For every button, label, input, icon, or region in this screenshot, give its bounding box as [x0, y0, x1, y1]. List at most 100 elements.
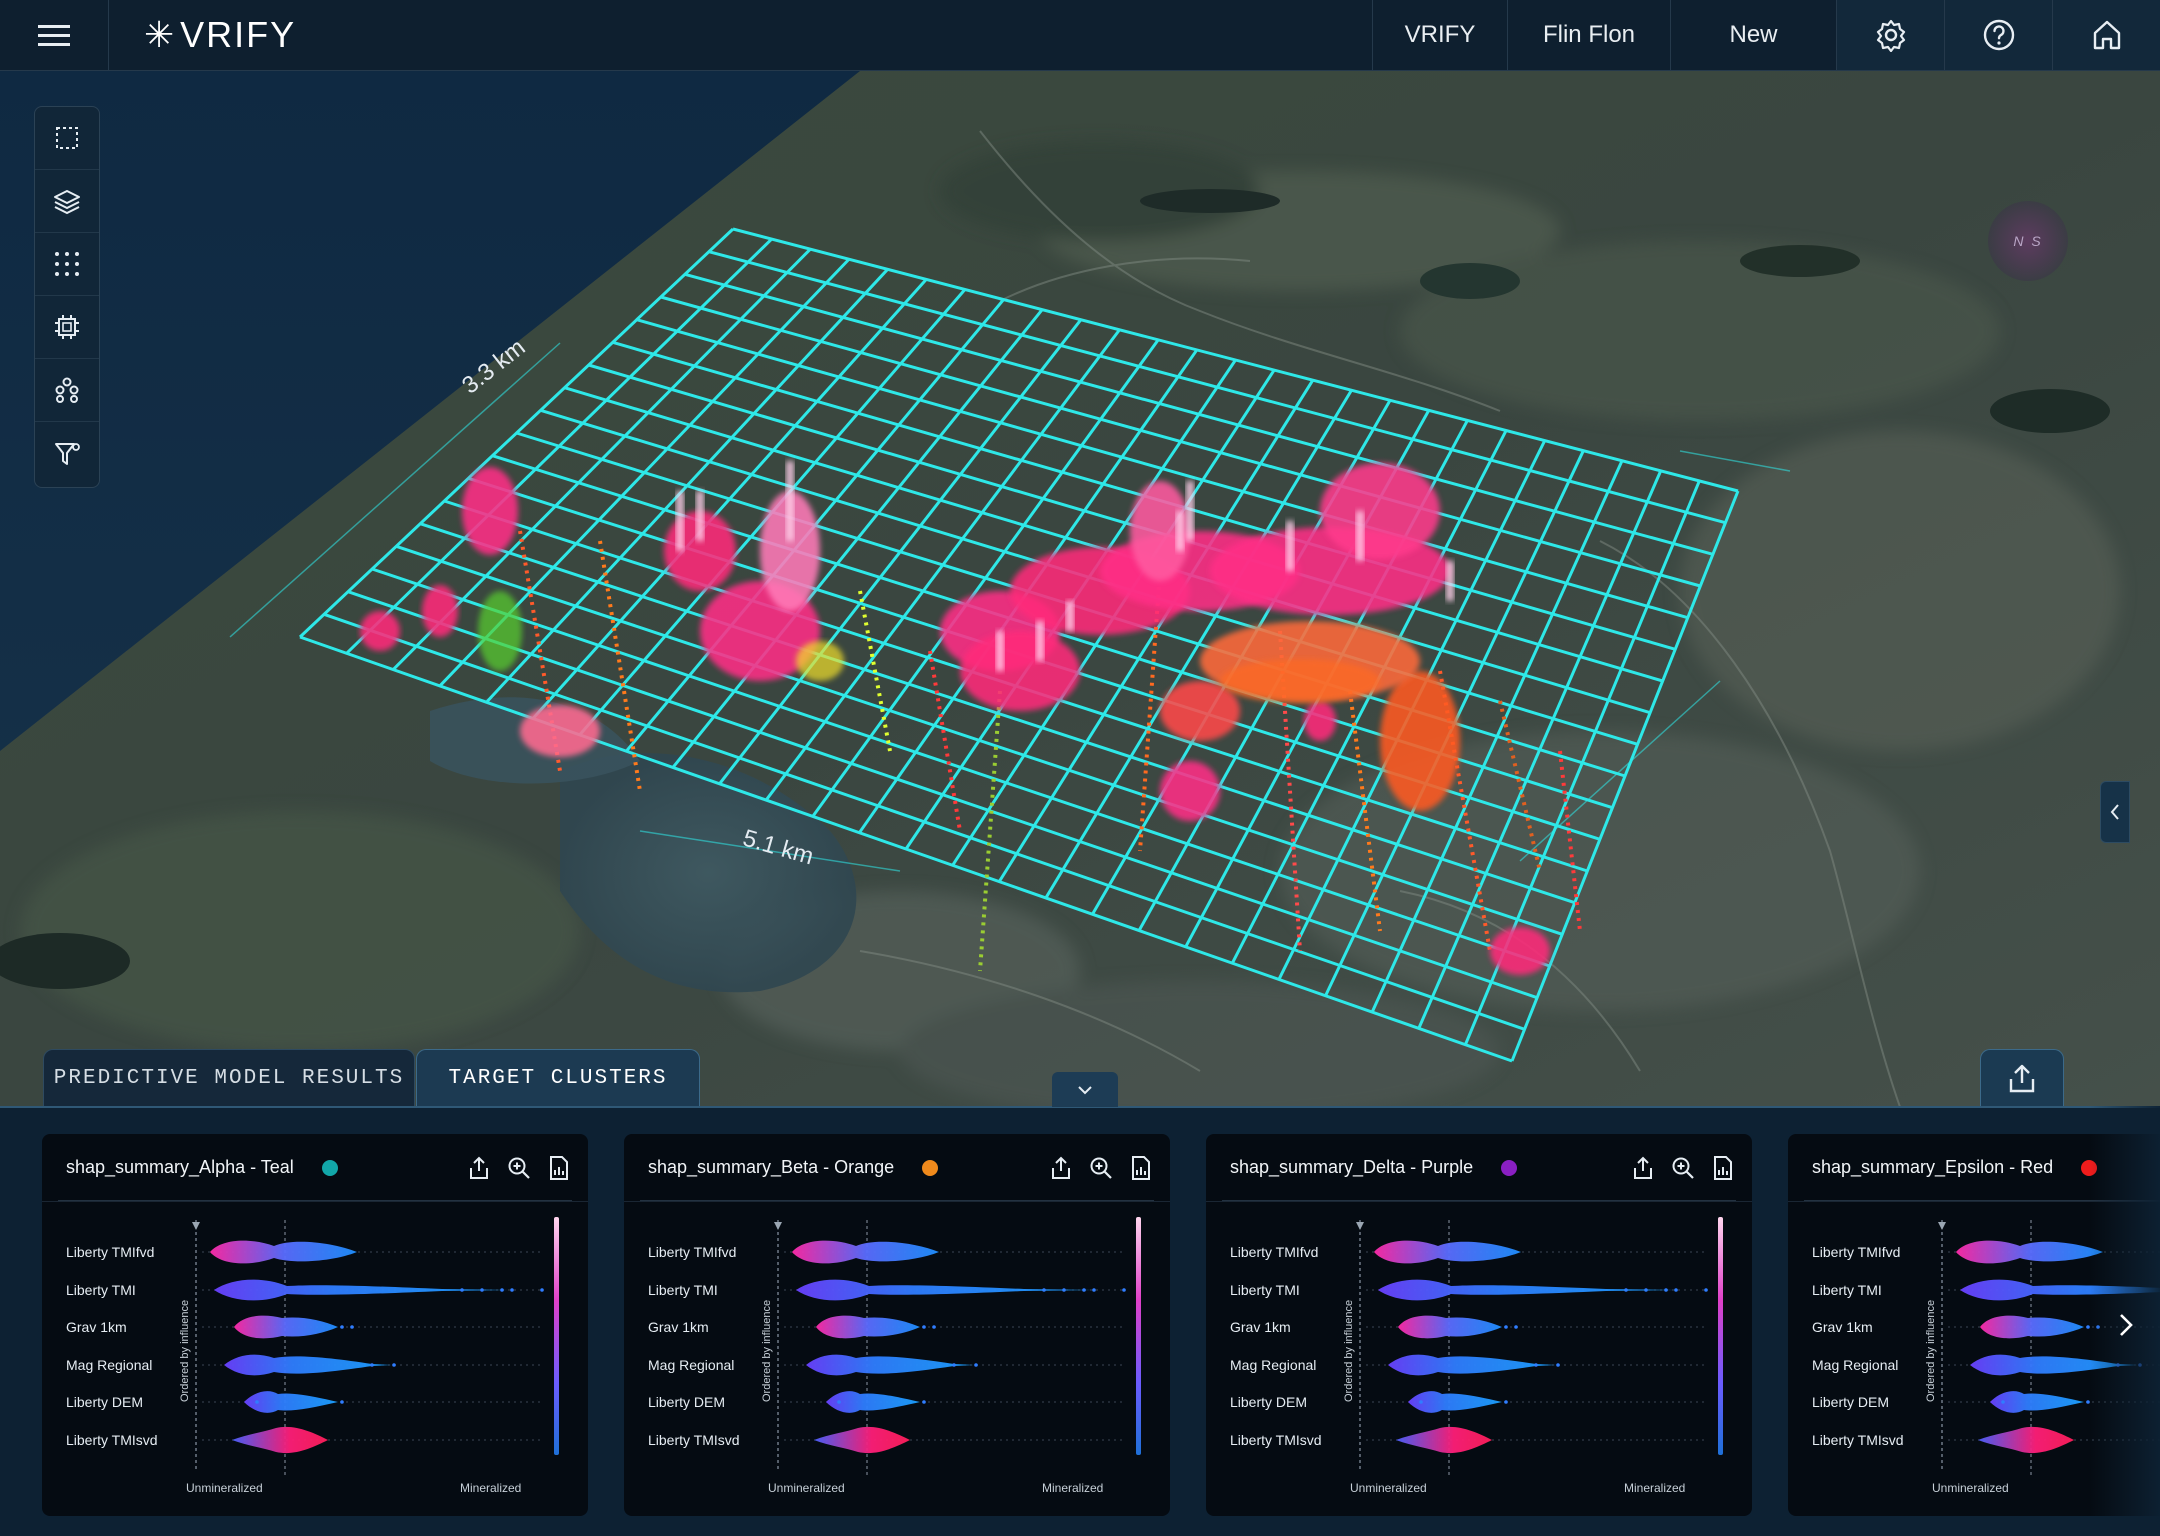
card-title: shap_summary_Beta - Orange [648, 1157, 895, 1177]
violin-shape [1396, 1426, 1492, 1454]
violin-shape [1980, 1315, 2084, 1339]
target-spike [1286, 521, 1294, 571]
filter-tool-button[interactable] [35, 422, 99, 485]
target-spike [1036, 621, 1044, 661]
side-panel-toggle[interactable] [2100, 781, 2130, 843]
feature-value-colorbar [1136, 1217, 1141, 1455]
export-button[interactable] [1630, 1154, 1656, 1182]
report-button[interactable] [546, 1154, 572, 1182]
x-axis-right-label: Mineralized [1624, 1481, 1685, 1495]
shap-summary-card: shap_summary_Beta - Orange Liberty TMIfvd… [624, 1134, 1170, 1516]
nav-link-new[interactable]: New [1670, 0, 1836, 70]
help-button[interactable] [1944, 0, 2052, 70]
zoom-button[interactable] [1088, 1154, 1114, 1182]
shap-violin-plot: Liberty TMIfvd Liberty TMI Grav 1km Mag Reg… [66, 1217, 559, 1495]
zoom-button[interactable] [506, 1154, 532, 1182]
y-axis-arrow [1938, 1222, 1946, 1230]
panel-next-button[interactable] [2112, 1305, 2140, 1345]
x-axis-left-label: Unmineralized [1932, 1481, 2009, 1495]
chevron-down-icon [1078, 1085, 1092, 1094]
tab-predictive-model-results[interactable]: PREDICTIVE MODEL RESULTS [43, 1049, 415, 1107]
select-tool-button[interactable] [35, 107, 99, 170]
violin-shape [1398, 1315, 1502, 1339]
card-title: shap_summary_Delta - Purple [1230, 1157, 1474, 1177]
y-axis-arrow [192, 1222, 200, 1230]
grid-line [708, 250, 1726, 525]
export-button[interactable] [466, 1154, 492, 1182]
map-3d-view[interactable]: 3.3 km 5.1 km N S [0, 71, 2160, 1107]
compass-label: N S [2013, 233, 2043, 249]
x-axis-left-label: Unmineralized [768, 1481, 845, 1495]
target-hotspot [360, 611, 400, 651]
tab-target-clusters[interactable]: TARGET CLUSTERS [416, 1049, 700, 1107]
chevron-left-icon [2110, 804, 2119, 820]
model-tool-button[interactable] [35, 296, 99, 359]
target-hotspot [960, 631, 1080, 711]
report-button[interactable] [1128, 1154, 1154, 1182]
violin-shape [1956, 1240, 2103, 1264]
card-actions [1048, 1154, 1154, 1182]
points-tool-button[interactable] [35, 233, 99, 296]
grid-line [660, 295, 1701, 588]
y-axis-label: Ordered by influence [1925, 1300, 1937, 1402]
x-axis-right-label: Mineralized [460, 1481, 521, 1495]
card-actions [1630, 1154, 1736, 1182]
grid-line [323, 612, 1526, 1031]
export-panel-button[interactable] [1980, 1049, 2064, 1107]
feature-label: Liberty TMI [1230, 1282, 1300, 1298]
layers-tool-button[interactable] [35, 170, 99, 233]
panel-collapse-button[interactable] [1052, 1072, 1118, 1107]
terrain-scene[interactable] [0, 71, 2160, 1107]
violin-shape [1374, 1240, 1521, 1264]
shap-point [974, 1363, 978, 1367]
y-axis-arrow [774, 1222, 782, 1230]
logo-text: VRIFY [180, 14, 297, 55]
feature-label: Liberty TMIfvd [66, 1244, 154, 1260]
shap-point [1082, 1288, 1086, 1292]
card-header: shap_summary_Beta - Orange [624, 1134, 1170, 1202]
violin-shape [1990, 1391, 2084, 1413]
feature-label: Liberty DEM [1812, 1394, 1889, 1410]
help-icon [1983, 19, 2014, 51]
card-header: shap_summary_Delta - Purple [1206, 1134, 1752, 1202]
violin-shape [826, 1391, 920, 1413]
x-axis-right-label: Mineralized [1042, 1481, 1103, 1495]
app-logo[interactable]: ✳ VRIFY [109, 0, 296, 70]
chip-icon [55, 315, 79, 339]
export-button[interactable] [1048, 1154, 1074, 1182]
y-axis-label: Ordered by influence [1343, 1300, 1355, 1402]
menu-button[interactable] [0, 0, 109, 70]
settings-button[interactable] [1836, 0, 1944, 70]
cluster-tool-button[interactable] [35, 359, 99, 422]
drillhole-trace [598, 540, 642, 792]
compass-widget[interactable]: N S [1988, 201, 2068, 281]
feature-label: Liberty TMI [648, 1282, 718, 1298]
violin-shape [214, 1279, 512, 1301]
shap-violin-plot: Liberty TMIfvd Liberty TMI Grav 1km Mag Reg… [1230, 1217, 1723, 1495]
shap-point [1534, 1363, 1538, 1367]
feature-label: Liberty TMIfvd [1230, 1244, 1318, 1260]
feature-value-colorbar [554, 1217, 559, 1455]
export-icon [1634, 1156, 1652, 1179]
zoom-in-icon [1672, 1157, 1694, 1179]
target-hotspot [462, 467, 518, 555]
grid-line [347, 590, 1538, 1000]
home-button[interactable] [2052, 0, 2160, 70]
feature-label: Liberty TMI [1812, 1282, 1882, 1298]
target-spike [786, 461, 794, 541]
grid-line [636, 318, 1689, 620]
feature-label: Liberty DEM [648, 1394, 725, 1410]
report-button[interactable] [1710, 1154, 1736, 1182]
card-title: shap_summary_Alpha - Teal [66, 1157, 294, 1177]
target-hotspot [1130, 481, 1190, 581]
shap-point [1419, 1400, 1423, 1404]
report-icon [550, 1156, 568, 1180]
feature-label: Liberty TMIsvd [1230, 1432, 1322, 1448]
drillhole-trace [1348, 690, 1382, 932]
feature-label: Liberty TMIsvd [648, 1432, 740, 1448]
nav-link-project[interactable]: Flin Flon [1507, 0, 1670, 70]
shap-point [370, 1363, 374, 1367]
nav-link-vrify[interactable]: VRIFY [1372, 0, 1507, 70]
violin-shape [1970, 1354, 2138, 1376]
zoom-button[interactable] [1670, 1154, 1696, 1182]
